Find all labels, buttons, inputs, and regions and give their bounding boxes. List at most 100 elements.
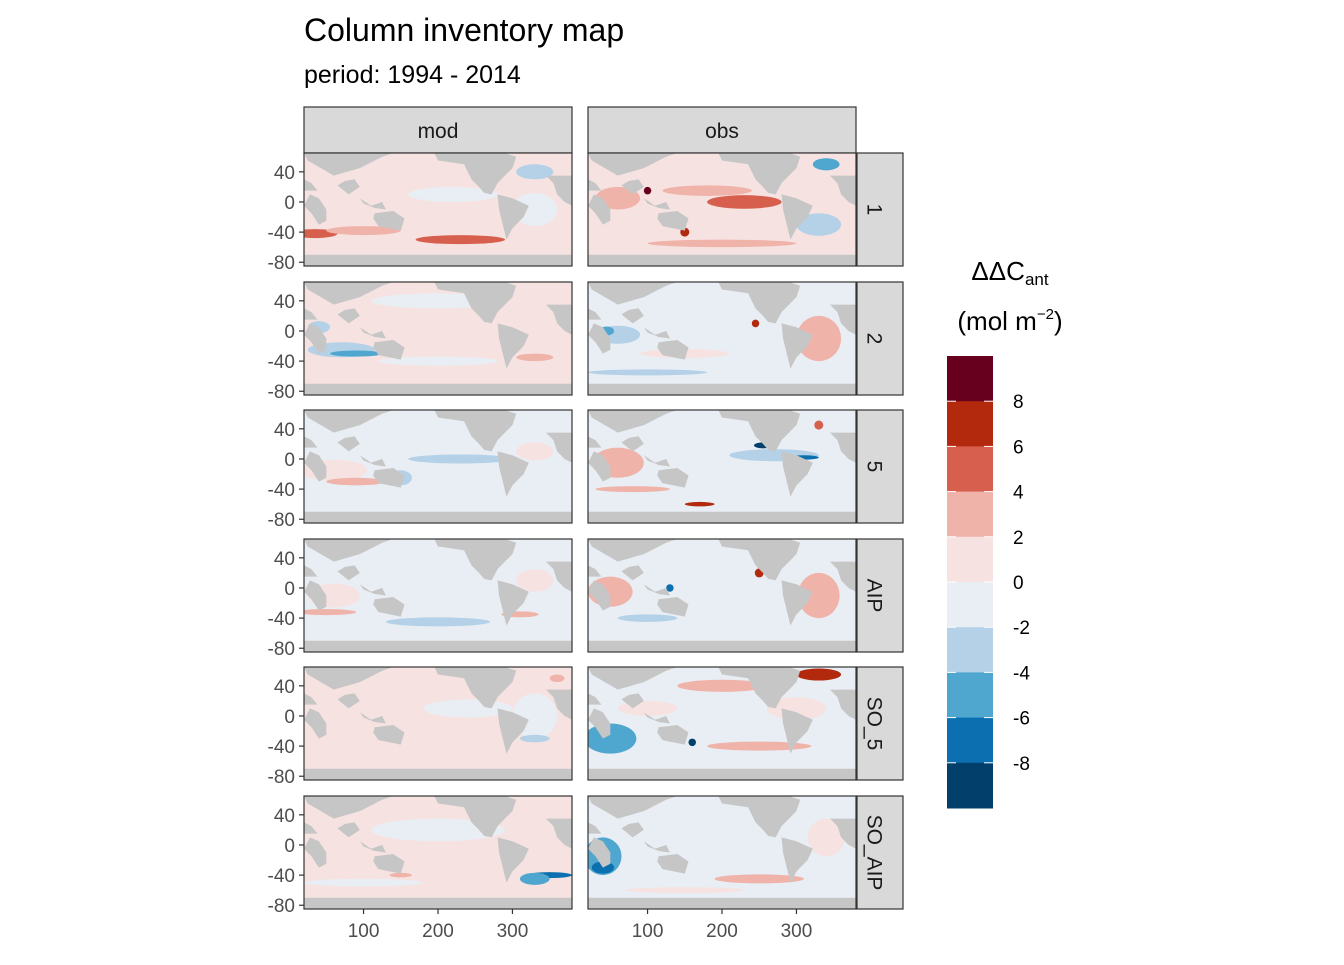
chart-title: Column inventory map	[304, 12, 624, 48]
anomaly-patch	[625, 887, 745, 894]
facet-strip-row-label: SO_AIP	[862, 815, 885, 891]
legend-title: ΔΔCant	[971, 256, 1048, 289]
legend-swatch	[947, 672, 993, 719]
y-tick-label: -80	[268, 253, 295, 274]
facet-strip-row-label: 1	[862, 204, 885, 216]
anomaly-patch	[647, 239, 797, 248]
y-tick-label: -40	[268, 352, 295, 373]
map-panel-1-obs	[588, 153, 856, 266]
y-tick-label: -80	[268, 767, 295, 788]
panel-border	[587, 281, 857, 396]
legend: ΔΔCant (mol m−2) 8 6 4 2 0 -2 -4 -6 -8	[947, 256, 1063, 809]
anomaly-patch	[389, 872, 412, 878]
legend-label: 4	[1013, 483, 1024, 504]
map-panel-1-mod	[304, 153, 572, 266]
legend-swatch	[947, 446, 993, 493]
panel-border	[587, 538, 857, 653]
anomaly-patch	[408, 186, 498, 202]
anomaly-patch	[684, 501, 715, 507]
legend-label: -2	[1013, 618, 1030, 639]
anomaly-patch	[304, 609, 357, 616]
anomaly-patch	[796, 213, 842, 236]
x-tick-label: 300	[781, 921, 813, 942]
legend-label: 0	[1013, 573, 1024, 594]
y-tick-label: 0	[284, 579, 295, 600]
y-tick-label: -80	[268, 510, 295, 531]
map-panel-SO_AIP-obs	[588, 796, 856, 909]
facet-strip-row-1	[856, 152, 904, 267]
panel-border	[587, 666, 857, 781]
anomaly-patch	[796, 668, 842, 681]
anomaly-patch	[588, 369, 708, 376]
y-tick-label: -40	[268, 737, 295, 758]
x-tick-label: 300	[497, 921, 529, 942]
y-tick-label: -40	[268, 223, 295, 244]
legend-swatch	[947, 582, 993, 628]
legend-label: -8	[1013, 754, 1030, 775]
anomaly-patch	[595, 186, 641, 210]
y-tick-label: 0	[284, 450, 295, 471]
anomaly-patch	[519, 872, 550, 885]
facet-strip-obs	[587, 106, 857, 154]
anomaly-patch	[516, 442, 554, 461]
y-tick-label: 40	[274, 292, 295, 313]
y-tick-label: 40	[274, 549, 295, 570]
y-tick-label: -40	[268, 866, 295, 887]
y-tick-label: 0	[284, 322, 295, 343]
anomaly-patch	[812, 158, 840, 171]
x-tick-label: 100	[348, 921, 380, 942]
y-tick-label: -40	[268, 480, 295, 501]
legend-label: 6	[1013, 437, 1024, 458]
legend-label: 2	[1013, 528, 1024, 549]
anomaly-patch	[516, 164, 554, 180]
anomaly-patch	[662, 185, 752, 196]
chart-subtitle: period: 1994 - 2014	[304, 61, 521, 89]
anomaly-patch	[519, 734, 550, 743]
x-tick-label: 200	[422, 921, 454, 942]
facet-strip-row-SO_AIP	[856, 795, 904, 910]
y-tick-label: -40	[268, 609, 295, 630]
legend-unit: (mol m−2)	[957, 306, 1062, 336]
ocean-field	[588, 153, 856, 266]
legend-swatch	[947, 536, 993, 583]
anomaly-patch	[512, 192, 558, 227]
anomaly-patch	[326, 477, 386, 486]
facet-strip-row-label: AIP	[862, 579, 885, 613]
legend-label: -6	[1013, 709, 1030, 730]
map-panel-AIP-obs	[588, 539, 856, 652]
panel-border	[587, 409, 857, 524]
anomaly-patch	[666, 584, 674, 592]
facet-strip-row-AIP	[856, 538, 904, 653]
anomaly-patch	[766, 697, 827, 720]
anomaly-patch	[797, 572, 840, 619]
facet-strip-mod	[303, 106, 573, 154]
y-tick-label: 40	[274, 163, 295, 184]
legend-swatch	[947, 491, 993, 538]
facet-grid: mod obs 1 2 5 AIP SO_5 SO_AIP 40 0 -40 -80 40 0 -40 -80…	[268, 106, 904, 942]
facet-strip-row-label: SO_5	[862, 697, 885, 751]
panel-border	[303, 538, 573, 653]
map-panel-SO_AIP-mod	[304, 796, 572, 909]
y-tick-label: 40	[274, 806, 295, 827]
map-panel-2-obs	[588, 282, 856, 395]
panel-border	[587, 152, 857, 267]
map-panel-SO_5-obs	[588, 667, 856, 780]
anomaly-patch	[516, 569, 554, 592]
legend-label: -4	[1013, 663, 1030, 684]
facet-strip-row-5	[856, 409, 904, 524]
map-panel-AIP-mod	[304, 539, 572, 652]
x-tick-label: 100	[632, 921, 664, 942]
anomaly-patch	[318, 741, 409, 748]
y-tick-label: -80	[268, 896, 295, 917]
y-tick-label: 40	[274, 677, 295, 698]
anomaly-patch	[814, 420, 824, 430]
facet-strip-row-SO_5	[856, 666, 904, 781]
legend-colorbar: 8 6 4 2 0 -2 -4 -6 -8	[947, 356, 1030, 809]
map-panel-2-mod	[304, 282, 572, 395]
anomaly-patch	[751, 319, 760, 328]
facet-strip-label: mod	[418, 120, 459, 143]
anomaly-patch	[707, 195, 782, 209]
legend-swatch	[947, 627, 993, 673]
anomaly-patch	[714, 874, 804, 884]
